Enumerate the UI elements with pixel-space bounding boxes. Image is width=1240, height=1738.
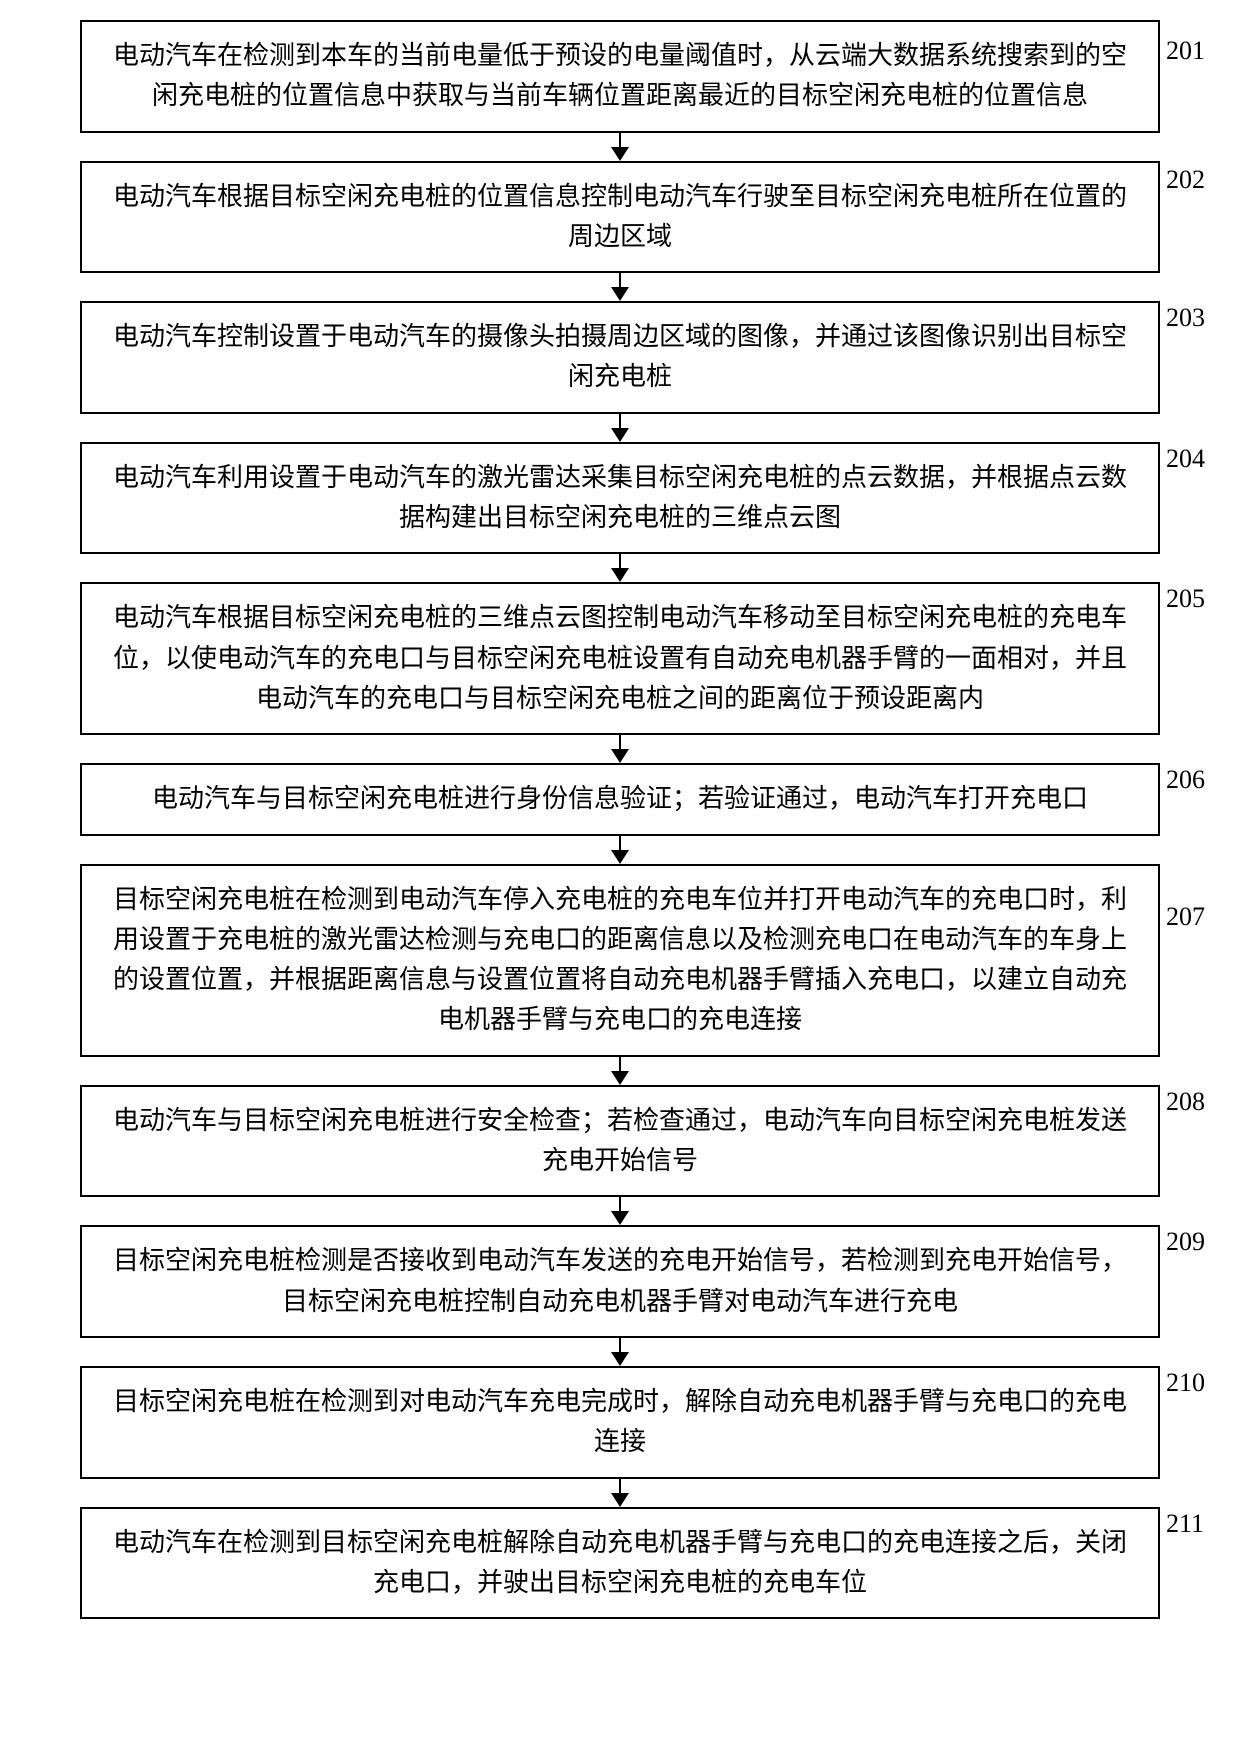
arrow-line — [619, 554, 622, 569]
step-number-label: 209 — [1166, 1229, 1205, 1255]
step-box-203: 电动汽车控制设置于电动汽车的摄像头拍摄周边区域的图像，并通过该图像识别出目标空闲… — [80, 301, 1160, 414]
arrow-down-icon — [611, 273, 629, 301]
arrow-line — [619, 273, 622, 288]
arrow-down-icon — [611, 554, 629, 582]
arrow-line — [619, 414, 622, 429]
step-box-211: 电动汽车在检测到目标空闲充电桩解除自动充电机器手臂与充电口的充电连接之后，关闭充… — [80, 1507, 1160, 1620]
arrow-line — [619, 1338, 622, 1353]
step-box-207: 目标空闲充电桩在检测到电动汽车停入充电桩的充电车位并打开电动汽车的充电口时，利用… — [80, 864, 1160, 1057]
arrow-head-icon — [611, 1352, 629, 1366]
step-row-202: 电动汽车根据目标空闲充电桩的位置信息控制电动汽车行驶至目标空闲充电桩所在位置的周… — [30, 161, 1210, 274]
arrow-down-icon — [611, 735, 629, 763]
step-row-210: 目标空闲充电桩在检测到对电动汽车充电完成时，解除自动充电机器手臂与充电口的充电连… — [30, 1366, 1210, 1479]
step-box-209: 目标空闲充电桩检测是否接收到电动汽车发送的充电开始信号，若检测到充电开始信号，目… — [80, 1225, 1160, 1338]
step-number-label: 205 — [1166, 586, 1205, 612]
arrow-down-icon — [611, 1338, 629, 1366]
arrow-head-icon — [611, 749, 629, 763]
step-box-210: 目标空闲充电桩在检测到对电动汽车充电完成时，解除自动充电机器手臂与充电口的充电连… — [80, 1366, 1160, 1479]
arrow-head-icon — [611, 287, 629, 301]
arrow-head-icon — [611, 1071, 629, 1085]
step-number-label: 210 — [1166, 1370, 1205, 1396]
arrow-down-icon — [611, 1057, 629, 1085]
arrow-head-icon — [611, 147, 629, 161]
step-row-204: 电动汽车利用设置于电动汽车的激光雷达采集目标空闲充电桩的点云数据，并根据点云数据… — [30, 442, 1210, 555]
step-box-201: 电动汽车在检测到本车的当前电量低于预设的电量阈值时，从云端大数据系统搜索到的空闲… — [80, 20, 1160, 133]
step-number-label: 203 — [1166, 305, 1205, 331]
step-number-label: 204 — [1166, 446, 1205, 472]
arrow-down-icon — [611, 1479, 629, 1507]
arrow-line — [619, 1479, 622, 1494]
arrow-line — [619, 133, 622, 148]
arrow-line — [619, 1057, 622, 1072]
step-row-205: 电动汽车根据目标空闲充电桩的三维点云图控制电动汽车移动至目标空闲充电桩的充电车位… — [30, 582, 1210, 735]
step-number-label: 206 — [1166, 767, 1205, 793]
arrow-down-icon — [611, 133, 629, 161]
step-box-204: 电动汽车利用设置于电动汽车的激光雷达采集目标空闲充电桩的点云数据，并根据点云数据… — [80, 442, 1160, 555]
step-number-label: 208 — [1166, 1089, 1205, 1115]
step-row-208: 电动汽车与目标空闲充电桩进行安全检查；若检查通过，电动汽车向目标空闲充电桩发送充… — [30, 1085, 1210, 1198]
step-row-207: 目标空闲充电桩在检测到电动汽车停入充电桩的充电车位并打开电动汽车的充电口时，利用… — [30, 864, 1210, 1057]
arrow-head-icon — [611, 428, 629, 442]
step-number-label: 207 — [1166, 904, 1205, 930]
arrow-line — [619, 1197, 622, 1212]
step-box-208: 电动汽车与目标空闲充电桩进行安全检查；若检查通过，电动汽车向目标空闲充电桩发送充… — [80, 1085, 1160, 1198]
step-number-label: 201 — [1166, 38, 1205, 64]
arrow-line — [619, 735, 622, 750]
arrow-head-icon — [611, 568, 629, 582]
step-box-206: 电动汽车与目标空闲充电桩进行身份信息验证；若验证通过，电动汽车打开充电口 — [80, 763, 1160, 835]
step-box-202: 电动汽车根据目标空闲充电桩的位置信息控制电动汽车行驶至目标空闲充电桩所在位置的周… — [80, 161, 1160, 274]
step-number-label: 211 — [1166, 1511, 1204, 1537]
flowchart-container: 电动汽车在检测到本车的当前电量低于预设的电量阈值时，从云端大数据系统搜索到的空闲… — [30, 20, 1210, 1619]
step-row-201: 电动汽车在检测到本车的当前电量低于预设的电量阈值时，从云端大数据系统搜索到的空闲… — [30, 20, 1210, 133]
arrow-down-icon — [611, 1197, 629, 1225]
arrow-head-icon — [611, 1493, 629, 1507]
step-number-label: 202 — [1166, 167, 1205, 193]
arrow-head-icon — [611, 1211, 629, 1225]
step-row-206: 电动汽车与目标空闲充电桩进行身份信息验证；若验证通过，电动汽车打开充电口206 — [30, 763, 1210, 835]
arrow-head-icon — [611, 850, 629, 864]
step-row-203: 电动汽车控制设置于电动汽车的摄像头拍摄周边区域的图像，并通过该图像识别出目标空闲… — [30, 301, 1210, 414]
step-row-211: 电动汽车在检测到目标空闲充电桩解除自动充电机器手臂与充电口的充电连接之后，关闭充… — [30, 1507, 1210, 1620]
arrow-line — [619, 836, 622, 851]
arrow-down-icon — [611, 414, 629, 442]
step-row-209: 目标空闲充电桩检测是否接收到电动汽车发送的充电开始信号，若检测到充电开始信号，目… — [30, 1225, 1210, 1338]
arrow-down-icon — [611, 836, 629, 864]
step-box-205: 电动汽车根据目标空闲充电桩的三维点云图控制电动汽车移动至目标空闲充电桩的充电车位… — [80, 582, 1160, 735]
